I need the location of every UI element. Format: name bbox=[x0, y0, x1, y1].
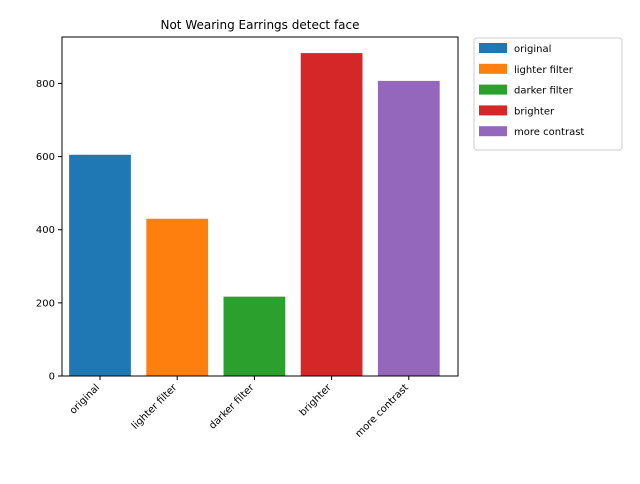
x-tick-label: darker filter bbox=[207, 382, 257, 432]
legend-label: brighter bbox=[514, 106, 555, 117]
y-tick-label: 400 bbox=[36, 225, 55, 236]
x-tick-label: brighter bbox=[298, 382, 335, 419]
legend-swatch bbox=[479, 105, 507, 116]
bar-more-contrast bbox=[377, 80, 440, 377]
x-tick-label: lighter filter bbox=[130, 382, 180, 432]
chart-title: Not Wearing Earrings detect face bbox=[160, 18, 359, 32]
legend-label: lighter filter bbox=[514, 65, 574, 76]
y-tick-label: 0 bbox=[49, 372, 55, 383]
legend-label: darker filter bbox=[514, 86, 574, 97]
y-tick-label: 200 bbox=[36, 298, 55, 309]
bar-lighter-filter bbox=[146, 218, 209, 376]
legend-swatch bbox=[479, 63, 507, 74]
y-tick-label: 800 bbox=[36, 79, 55, 90]
legend: original lighter filter darker filter brigh… bbox=[473, 37, 623, 151]
bar-original bbox=[69, 154, 131, 376]
bar-darker-filter bbox=[223, 296, 286, 376]
legend-swatch bbox=[479, 84, 507, 95]
legend-label: more contrast bbox=[514, 127, 584, 138]
bar-brighter bbox=[300, 53, 363, 377]
bars-layer bbox=[69, 53, 440, 377]
x-tick-label: original bbox=[68, 382, 102, 416]
x-tick-label: more contrast bbox=[353, 382, 411, 440]
legend-label: original bbox=[514, 44, 551, 55]
legend-box bbox=[473, 37, 623, 151]
axes-frame bbox=[61, 36, 459, 377]
legend-swatch bbox=[479, 43, 507, 53]
y-tick-label: 600 bbox=[36, 152, 55, 163]
legend-swatch bbox=[479, 126, 507, 137]
